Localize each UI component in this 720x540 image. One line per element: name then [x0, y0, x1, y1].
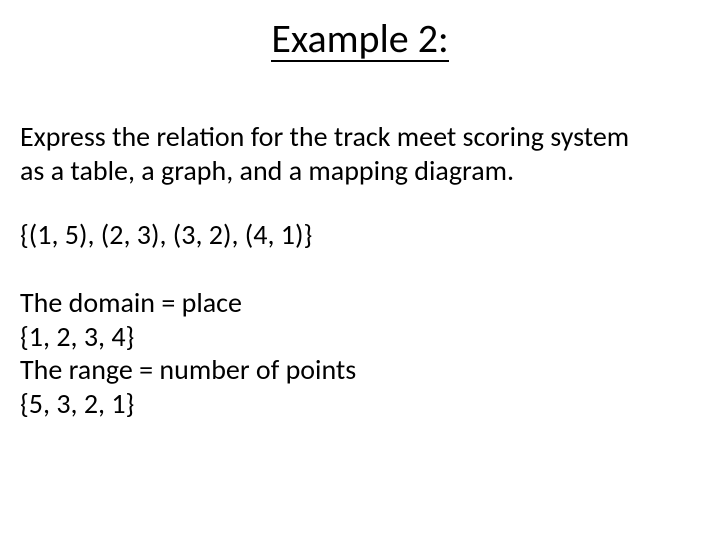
slide-title: Example 2:: [271, 18, 448, 62]
instruction-text: Express the relation for the track meet …: [20, 120, 700, 187]
instruction-line-2: as a table, a graph, and a mapping diagr…: [20, 153, 514, 188]
title-wrap: Example 2:: [20, 18, 700, 92]
domain-label: The domain = place: [20, 286, 700, 320]
slide-container: Example 2: Express the relation for the …: [0, 0, 720, 540]
range-set: {5, 3, 2, 1}: [20, 387, 700, 421]
range-label: The range = number of points: [20, 353, 700, 387]
definitions-block: The domain = place {1, 2, 3, 4} The rang…: [20, 286, 700, 420]
relation-set: {(1, 5), (2, 3), (3, 2), (4, 1)}: [20, 217, 700, 252]
instruction-line-1: Express the relation for the track meet …: [20, 119, 629, 154]
domain-set: {1, 2, 3, 4}: [20, 320, 700, 354]
